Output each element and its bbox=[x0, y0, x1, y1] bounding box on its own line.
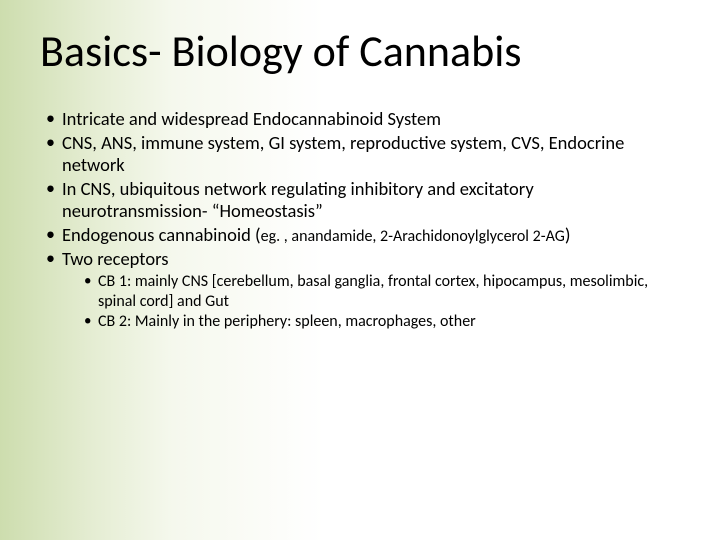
sub-bullet-text: CB 1: mainly CNS [cerebellum, basal gang… bbox=[98, 272, 648, 311]
bullet-list: Intricate and widespread Endocannabinoid… bbox=[40, 108, 674, 331]
bullet-text: In CNS, ubiquitous network regulating in… bbox=[62, 177, 534, 223]
sub-bullet-item: CB 1: mainly CNS [cerebellum, basal gang… bbox=[84, 272, 674, 311]
bullet-text-small: eg. , anandamide, 2-Arachidonoylglycerol… bbox=[261, 227, 565, 246]
bullet-item: Endogenous cannabinoid (eg. , anandamide… bbox=[46, 224, 674, 247]
slide: Basics- Biology of Cannabis Intricate an… bbox=[0, 0, 720, 540]
sub-bullet-text: CB 2: Mainly in the periphery: spleen, m… bbox=[98, 312, 476, 331]
sub-bullet-item: CB 2: Mainly in the periphery: spleen, m… bbox=[84, 312, 674, 332]
bullet-item: CNS, ANS, immune system, GI system, repr… bbox=[46, 132, 674, 177]
bullet-item: Intricate and widespread Endocannabinoid… bbox=[46, 108, 674, 131]
bullet-text-tail: ) bbox=[565, 223, 571, 246]
bullet-text-main: Endogenous cannabinoid ( bbox=[62, 223, 261, 246]
sub-bullet-list: CB 1: mainly CNS [cerebellum, basal gang… bbox=[62, 272, 674, 332]
bullet-item: Two receptors CB 1: mainly CNS [cerebell… bbox=[46, 248, 674, 332]
slide-title: Basics- Biology of Cannabis bbox=[40, 28, 674, 74]
bullet-text: Intricate and widespread Endocannabinoid… bbox=[62, 107, 441, 130]
bullet-text: Two receptors bbox=[62, 247, 168, 270]
bullet-text: CNS, ANS, immune system, GI system, repr… bbox=[62, 131, 624, 177]
bullet-item: In CNS, ubiquitous network regulating in… bbox=[46, 178, 674, 223]
